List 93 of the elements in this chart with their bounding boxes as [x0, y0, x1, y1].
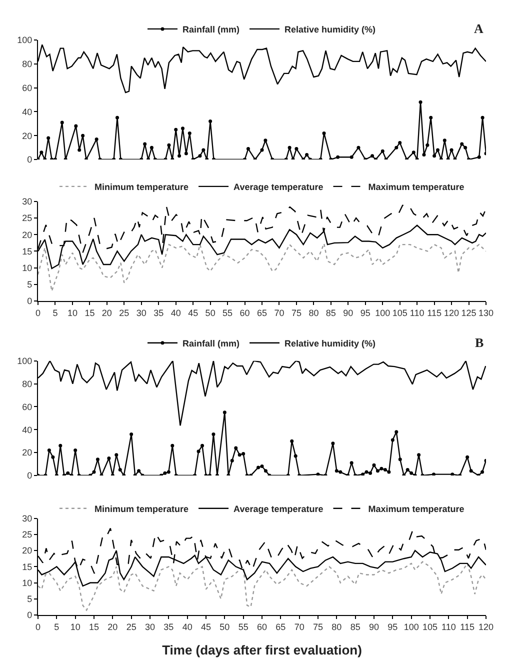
y-tick-label: 0	[27, 154, 32, 165]
x-tick-label: 5	[54, 622, 60, 632]
legend-label: Minimum temperature	[94, 182, 189, 192]
x-tick-label: 55	[222, 308, 233, 318]
x-tick-label: 0	[35, 622, 41, 632]
x-tick-label: 30	[144, 622, 156, 632]
y-tick-label: 100	[17, 356, 32, 366]
text: A	[474, 21, 484, 36]
x-tick-label: 85	[350, 622, 360, 632]
x-tick-label: 125	[461, 308, 476, 318]
x-tick-label: 115	[460, 622, 475, 632]
legend-label: Average temperature	[234, 182, 324, 192]
text: B	[475, 335, 484, 350]
y-tick-label: 80	[22, 58, 32, 69]
y-tick-label: 40	[22, 424, 32, 435]
x-tick-label: 20	[102, 308, 112, 318]
y-tick-label: 30	[22, 196, 32, 207]
y-tick-label: 80	[22, 378, 32, 389]
y-tick-label: 30	[22, 513, 32, 524]
x-tick-label: 100	[404, 622, 419, 632]
x-tick-label: 10	[70, 622, 80, 632]
x-tick-label: 130	[478, 308, 494, 318]
x-axis-title: Time (days after first evaluation)	[162, 642, 362, 658]
x-tick-label: 70	[274, 308, 284, 318]
y-tick-label: 100	[17, 35, 32, 46]
x-tick-label: 65	[276, 622, 286, 632]
y-tick-label: 5	[27, 594, 32, 604]
x-tick-label: 110	[410, 308, 424, 318]
x-tick-label: 45	[188, 308, 198, 318]
x-tick-label: 75	[291, 308, 302, 318]
x-tick-label: 50	[205, 308, 216, 318]
y-tick-label: 20	[22, 546, 32, 556]
x-tick-label: 25	[119, 308, 130, 318]
x-tick-label: 0	[35, 308, 41, 318]
y-tick-label: 25	[22, 530, 32, 540]
x-tick-label: 105	[422, 622, 438, 632]
legend-label: Average temperature	[234, 504, 324, 514]
legend-label: Maximum temperature	[368, 504, 464, 514]
x-tick-label: 40	[182, 622, 192, 632]
x-tick-label: 60	[256, 622, 268, 632]
y-tick-label: 25	[22, 213, 32, 224]
legend-label: Relative humidity (%)	[284, 24, 376, 34]
x-tick-label: 40	[170, 308, 181, 318]
y-tick-label: 0	[27, 470, 32, 481]
x-tick-label: 10	[67, 308, 78, 318]
x-tick-label: 80	[332, 622, 342, 632]
x-tick-label: 95	[360, 308, 370, 318]
y-tick-label: 15	[22, 246, 32, 256]
legend-label: Rainfall (mm)	[182, 338, 240, 348]
y-tick-label: 15	[22, 562, 32, 572]
x-tick-label: 55	[238, 622, 248, 632]
legend-label: Minimum temperature	[94, 504, 189, 514]
x-tick-label: 105	[392, 308, 408, 318]
legend-label: Rainfall (mm)	[182, 24, 240, 34]
x-tick-label: 115	[427, 308, 442, 318]
x-tick-label: 60	[240, 308, 250, 318]
x-tick-label: 90	[343, 308, 354, 318]
x-tick-label: 25	[126, 622, 136, 632]
x-tick-label: 15	[84, 308, 95, 318]
x-tick-label: 90	[368, 622, 380, 632]
x-tick-label: 85	[326, 308, 336, 318]
y-tick-label: 60	[22, 82, 32, 93]
legend-label: Relative humidity (%)	[284, 338, 376, 348]
y-tick-label: 10	[22, 262, 32, 273]
x-tick-label: 35	[164, 622, 174, 632]
y-tick-label: 40	[22, 106, 32, 117]
x-tick-label: 45	[200, 622, 212, 632]
y-tick-label: 5	[27, 280, 32, 290]
y-tick-label: 10	[22, 578, 32, 588]
legend-label: Maximum temperature	[368, 182, 464, 192]
x-tick-label: 70	[294, 622, 304, 632]
x-tick-label: 120	[444, 308, 460, 318]
x-tick-label: 30	[136, 308, 146, 318]
y-tick-label: 20	[22, 448, 32, 458]
y-tick-label: 0	[27, 610, 32, 620]
x-tick-label: 95	[388, 622, 398, 632]
x-tick-label: 50	[220, 622, 230, 632]
y-tick-label: 60	[22, 402, 32, 412]
x-tick-label: 65	[256, 308, 268, 318]
line-series	[38, 561, 486, 611]
x-tick-label: 20	[108, 622, 118, 632]
x-tick-label: 100	[375, 308, 390, 318]
x-tick-label: 75	[312, 622, 324, 632]
x-tick-label: 120	[478, 622, 494, 632]
x-tick-label: 110	[441, 622, 456, 632]
line-series	[38, 242, 486, 292]
x-tick-label: 5	[52, 308, 58, 318]
y-tick-label: 20	[22, 130, 32, 141]
x-tick-label: 80	[308, 308, 319, 318]
y-tick-label: 0	[27, 296, 32, 306]
x-tick-label: 35	[154, 308, 164, 318]
y-tick-label: 20	[22, 230, 32, 240]
x-tick-label: 15	[88, 622, 100, 632]
